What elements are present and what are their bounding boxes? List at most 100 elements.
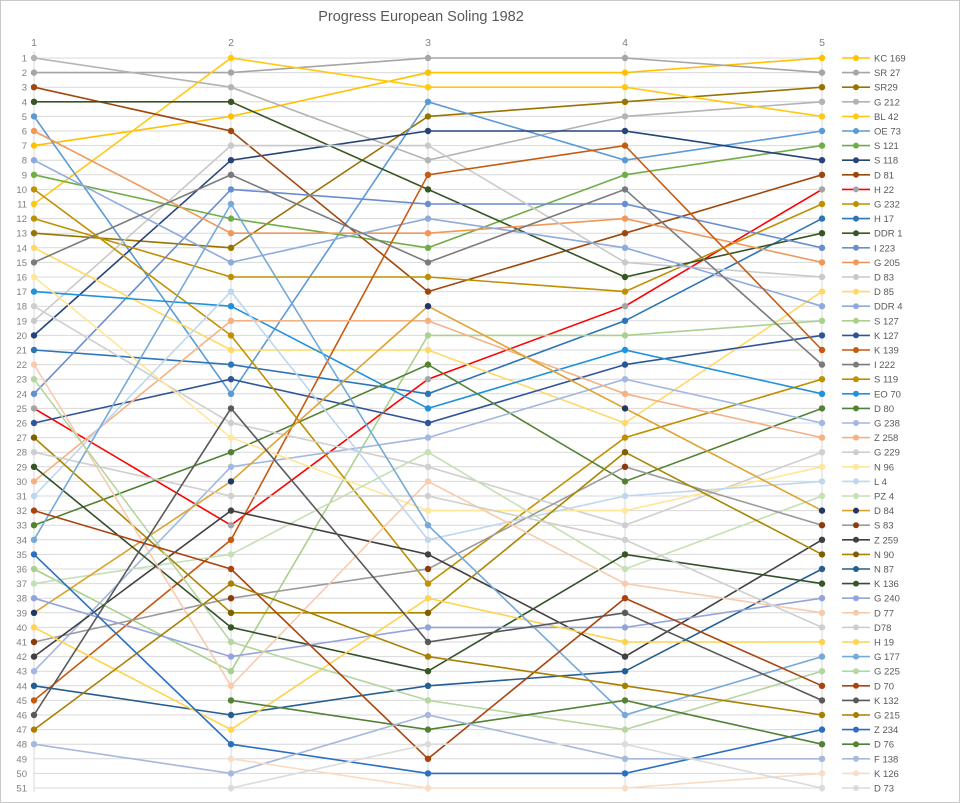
series-d-76[interactable] [227,697,826,748]
series-k-127[interactable] [30,332,826,427]
series-marker [621,405,629,412]
legend-item-s-118[interactable]: S 118 [842,156,898,167]
series-d-73[interactable] [227,741,826,792]
series-marker [621,288,629,295]
series-k-126[interactable] [227,755,826,792]
legend-item-k-126[interactable]: K 126 [842,769,899,780]
legend-item-k-139[interactable]: K 139 [842,346,899,357]
legend-item-s-83[interactable]: S 83 [842,521,894,532]
legend-item-s-127[interactable]: S 127 [842,316,899,327]
series-g-240[interactable] [30,595,826,660]
legend-item-k-132[interactable]: K 132 [842,696,899,707]
legend-item-d-81[interactable]: D 81 [842,170,894,181]
legend-item-s-121[interactable]: S 121 [842,141,899,152]
legend-item-h-22[interactable]: H 22 [842,185,894,196]
legend-item-i-222[interactable]: I 222 [842,360,895,371]
legend-item-z-258[interactable]: Z 258 [842,433,898,444]
legend-item-k-127[interactable]: K 127 [842,331,899,342]
legend-item-kc-169[interactable]: KC 169 [842,54,906,65]
legend-marker-dot [853,376,859,383]
series-eo-70[interactable] [30,288,826,412]
series-lines [30,54,826,792]
series-ddr-1[interactable] [30,98,826,281]
legend-item-d-80[interactable]: D 80 [842,404,894,415]
series-marker [227,332,235,339]
legend-item-n-87[interactable]: N 87 [842,565,894,576]
legend-item-d-70[interactable]: D 70 [842,681,894,692]
legend-label: S 118 [874,156,898,167]
legend-marker-dot [853,493,859,499]
series-d-84[interactable] [30,303,826,616]
series-l-4[interactable] [30,288,826,543]
series-g-205[interactable] [30,127,826,266]
legend-item-d78[interactable]: D78 [842,623,891,634]
series-i-223[interactable] [30,186,826,397]
y-tick-label: 28 [16,448,27,459]
series-marker [30,69,38,76]
series-s-118[interactable] [30,127,826,339]
legend-item-z-259[interactable]: Z 259 [842,535,898,546]
series-g-215[interactable] [30,580,826,733]
legend-item-d-84[interactable]: D 84 [842,506,894,517]
series-kc-169[interactable] [30,54,826,149]
legend-item-g-215[interactable]: G 215 [842,711,900,722]
legend-item-ddr-4[interactable]: DDR 4 [842,302,903,313]
series-k-136[interactable] [30,463,826,675]
series-d78[interactable] [30,449,826,631]
series-pz-4[interactable] [30,449,826,587]
legend-item-z-234[interactable]: Z 234 [842,725,898,736]
legend-item-i-223[interactable]: I 223 [842,243,895,254]
series-z-258[interactable] [30,317,826,485]
series-i-222[interactable] [30,171,826,368]
series-d-77[interactable] [30,361,826,689]
legend-label: G 215 [874,711,900,722]
legend-item-g-205[interactable]: G 205 [842,258,900,269]
legend-item-eo-70[interactable]: EO 70 [842,389,901,400]
legend-item-sr29[interactable]: SR29 [842,83,898,94]
legend-item-d-76[interactable]: D 76 [842,740,894,751]
legend-item-h-19[interactable]: H 19 [842,638,894,649]
series-g-212[interactable] [30,54,826,164]
series-d-70[interactable] [30,507,826,762]
legend-item-d-85[interactable]: D 85 [842,287,894,298]
series-marker [424,784,432,792]
legend-item-oe-73[interactable]: OE 73 [842,127,901,138]
series-k-132[interactable] [30,405,826,719]
legend-item-n-90[interactable]: N 90 [842,550,894,561]
series-k-139[interactable] [30,142,826,704]
legend-item-d-83[interactable]: D 83 [842,273,894,284]
legend-item-h-17[interactable]: H 17 [842,214,894,225]
series-ddr-4[interactable] [30,157,826,310]
legend-item-sr-27[interactable]: SR 27 [842,68,900,79]
legend-item-d-77[interactable]: D 77 [842,608,894,619]
series-d-80[interactable] [30,361,826,529]
legend-item-n-96[interactable]: N 96 [842,462,894,473]
series-marker [818,157,826,164]
legend-item-k-136[interactable]: K 136 [842,579,899,590]
legend-item-pz-4[interactable]: PZ 4 [842,492,894,503]
legend-item-g-212[interactable]: G 212 [842,97,900,108]
legend-item-s-119[interactable]: S 119 [842,375,898,386]
series-sr-27[interactable] [30,54,826,76]
legend-item-g-229[interactable]: G 229 [842,448,900,459]
x-tick-label: 3 [425,37,431,49]
legend-item-l-4[interactable]: L 4 [842,477,887,488]
series-g-225[interactable] [30,376,826,733]
series-marker [621,478,629,485]
legend-item-f-138[interactable]: F 138 [842,754,898,765]
series-bl-42[interactable] [30,54,826,208]
series-s-119[interactable] [30,186,826,587]
legend-item-g-232[interactable]: G 232 [842,200,900,211]
legend-item-bl-42[interactable]: BL 42 [842,112,898,123]
legend-item-g-225[interactable]: G 225 [842,667,900,678]
series-marker [424,317,432,324]
legend-item-g-177[interactable]: G 177 [842,652,900,663]
series-n-96[interactable] [30,273,826,514]
legend-item-d-73[interactable]: D 73 [842,784,894,795]
legend-item-g-240[interactable]: G 240 [842,594,900,605]
legend-item-ddr-1[interactable]: DDR 1 [842,229,903,240]
series-n-87[interactable] [30,565,826,719]
legend-item-g-238[interactable]: G 238 [842,419,900,430]
series-g-238[interactable] [30,376,826,675]
